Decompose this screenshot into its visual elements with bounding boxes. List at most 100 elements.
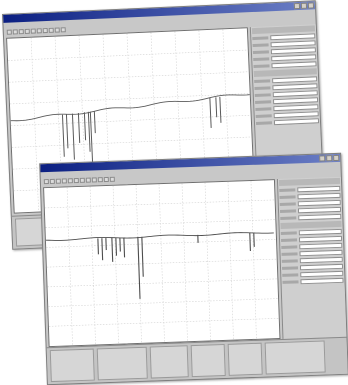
measurement-label: [282, 273, 299, 277]
spectrum-plot[interactable]: [43, 179, 281, 348]
zoom-in-icon[interactable]: [24, 28, 30, 34]
measurement-label: [255, 107, 272, 111]
maximize-button[interactable]: [300, 2, 308, 9]
measurement-label: [280, 216, 297, 220]
measurement-row: [279, 185, 341, 193]
settings-icon[interactable]: [60, 27, 66, 33]
measurement-value-field[interactable]: [299, 249, 343, 257]
save-icon[interactable]: [49, 178, 55, 184]
analyzer-window-front: [39, 152, 348, 385]
print-icon[interactable]: [18, 29, 24, 35]
measurement-label: [254, 79, 271, 84]
measurement-value-field[interactable]: [298, 235, 343, 243]
measurement-value-field[interactable]: [297, 185, 341, 193]
measurement-label: [255, 114, 272, 118]
status-field: [49, 348, 95, 383]
spectrum-graph: [44, 180, 279, 346]
measurement-row: [281, 235, 343, 243]
measurement-value-field[interactable]: [299, 242, 343, 250]
measurement-label: [281, 266, 299, 270]
stop-icon[interactable]: [91, 177, 97, 183]
measurement-row: [255, 118, 320, 126]
help-icon[interactable]: [109, 176, 115, 182]
measurement-value-field[interactable]: [297, 192, 341, 200]
measurement-value-field[interactable]: [299, 256, 343, 264]
measurement-value-field[interactable]: [272, 97, 319, 105]
peak-markers: [61, 96, 222, 178]
print-icon[interactable]: [55, 178, 61, 184]
zoom-out-icon[interactable]: [67, 178, 73, 184]
measurement-label: [281, 238, 298, 242]
measurement-value-field[interactable]: [297, 206, 342, 214]
measurement-row: [280, 228, 342, 236]
measurement-label: [255, 100, 272, 105]
measurement-row: [282, 270, 344, 278]
measurement-value-field[interactable]: [271, 54, 317, 62]
measurement-label: [252, 36, 269, 41]
close-button[interactable]: [307, 2, 315, 9]
measurement-value-field[interactable]: [300, 277, 344, 285]
measurement-value-field[interactable]: [270, 33, 316, 41]
minimize-button[interactable]: [293, 2, 301, 10]
run-icon[interactable]: [48, 27, 54, 33]
measurement-row: [282, 277, 344, 285]
run-icon[interactable]: [85, 177, 91, 183]
panel-header: [278, 177, 341, 186]
peak-icon[interactable]: [79, 177, 85, 183]
measurement-value-field[interactable]: [270, 40, 316, 48]
marker-icon[interactable]: [36, 28, 42, 34]
measurement-label: [255, 121, 273, 125]
measurement-label: [279, 202, 296, 206]
open-icon[interactable]: [6, 29, 12, 35]
maximize-button[interactable]: [326, 155, 333, 162]
measurement-label: [254, 93, 271, 98]
measurement-value-field[interactable]: [271, 61, 317, 69]
measurement-value-field[interactable]: [272, 83, 318, 91]
close-button[interactable]: [333, 154, 340, 162]
spectrum-trace: [45, 232, 274, 241]
peak-markers: [97, 232, 255, 299]
settings-icon[interactable]: [97, 177, 103, 183]
peak-icon[interactable]: [42, 27, 48, 34]
status-field: [96, 346, 148, 381]
measurement-label: [281, 245, 298, 249]
measurement-value-field[interactable]: [300, 270, 344, 278]
measurement-label: [280, 231, 297, 235]
measurement-row: [281, 263, 344, 271]
export-icon[interactable]: [103, 176, 109, 183]
measurement-value-field[interactable]: [273, 118, 320, 126]
measurement-value-field[interactable]: [297, 199, 341, 207]
measurement-label: [282, 280, 299, 284]
measurement-value-field[interactable]: [298, 213, 342, 221]
measurement-row: [279, 192, 341, 200]
measurement-row: [281, 256, 343, 264]
measurement-value-field[interactable]: [273, 111, 319, 119]
status-field: [264, 340, 326, 375]
measurement-row: [281, 249, 343, 257]
open-icon[interactable]: [43, 179, 49, 185]
measurement-label: [254, 86, 271, 91]
marker-icon[interactable]: [73, 177, 79, 184]
measurement-value-field[interactable]: [272, 90, 318, 98]
minimize-button[interactable]: [319, 155, 326, 162]
measurement-label: [279, 195, 296, 199]
zoom-out-icon[interactable]: [30, 28, 36, 34]
status-field: [227, 342, 263, 376]
panel-section-header: [280, 220, 342, 229]
measurement-value-field[interactable]: [270, 47, 316, 55]
measurement-label: [252, 50, 269, 55]
measurement-value-field[interactable]: [273, 104, 319, 112]
zoom-in-icon[interactable]: [61, 178, 67, 184]
measurement-row: [280, 213, 342, 221]
measurement-value-field[interactable]: [298, 228, 342, 236]
measurement-value-field[interactable]: [272, 76, 318, 84]
plot-grid: [44, 180, 279, 346]
spectrum-trace: [10, 94, 250, 122]
save-icon[interactable]: [12, 29, 18, 35]
measurement-value-field[interactable]: [299, 263, 344, 271]
status-field: [190, 343, 226, 378]
status-field: [149, 345, 189, 379]
stop-icon[interactable]: [54, 27, 60, 33]
measurement-row: [279, 199, 341, 207]
measurement-label: [253, 64, 270, 69]
